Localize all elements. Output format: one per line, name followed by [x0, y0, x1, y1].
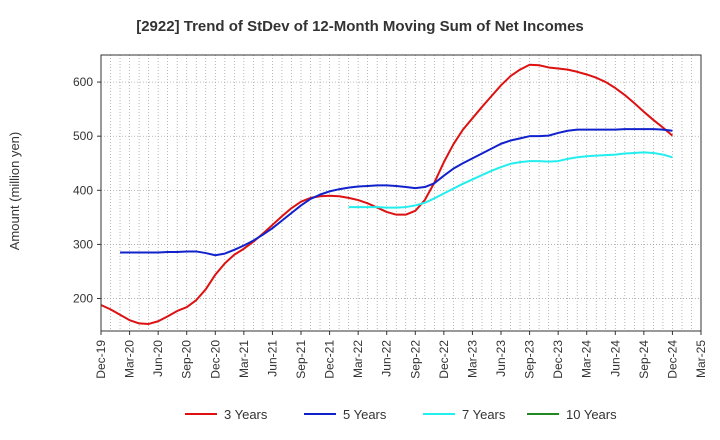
x-tick-label: Sep-22: [408, 340, 422, 379]
x-axis-ticks: Dec-19 Mar-20 Jun-20 Sep-20 Dec-20 Mar-21 Jun-…: [94, 331, 708, 379]
legend-label-4: 10 Years: [566, 407, 617, 422]
x-tick-label: Sep-21: [294, 340, 308, 379]
y-tick-label: 400: [73, 183, 93, 197]
x-tick-label: Mar-21: [237, 340, 251, 378]
y-tick-label: 500: [73, 129, 93, 143]
series-line-3: [348, 151, 673, 209]
legend-label-2: 5 Years: [343, 407, 387, 422]
series-lines: [100, 63, 674, 325]
x-tick-label: Mar-24: [580, 340, 594, 378]
x-tick-label: Dec-23: [551, 340, 565, 379]
x-tick-label: Mar-25: [694, 340, 708, 378]
chart-title: [2922] Trend of StDev of 12-Month Moving…: [136, 18, 584, 35]
x-tick-label: Dec-21: [323, 340, 337, 379]
x-tick-label: Jun-23: [494, 340, 508, 377]
y-tick-label: 600: [73, 75, 93, 89]
x-tick-label: Sep-23: [523, 340, 537, 379]
x-tick-label: Mar-23: [465, 340, 479, 378]
x-tick-label: Dec-22: [437, 340, 451, 379]
x-tick-label: Jun-24: [608, 340, 622, 377]
x-tick-label: Jun-21: [265, 340, 279, 377]
y-tick-label: 200: [73, 292, 93, 306]
series-line-2: [120, 128, 673, 257]
x-tick-label: Sep-24: [637, 340, 651, 379]
grid: [100, 55, 702, 331]
legend-label-1: 3 Years: [224, 407, 268, 422]
x-tick-label: Dec-19: [94, 340, 108, 379]
series-line-1: [100, 63, 674, 325]
y-axis-label: Amount (million yen): [7, 132, 22, 251]
legend-label-3: 7 Years: [462, 407, 506, 422]
y-tick-label: 300: [73, 237, 93, 251]
x-tick-label: Mar-20: [123, 340, 137, 378]
x-tick-label: Dec-20: [208, 340, 222, 379]
x-tick-label: Jun-20: [151, 340, 165, 377]
legend: 3 Years 5 Years 7 Years 10 Years: [185, 407, 617, 422]
y-axis-ticks: 200 300 400 500 600: [73, 75, 101, 306]
x-tick-label: Sep-20: [180, 340, 194, 379]
plot-frame: [100, 54, 702, 332]
x-tick-label: Mar-22: [351, 340, 365, 378]
x-tick-label: Dec-24: [665, 340, 679, 379]
x-tick-label: Jun-22: [380, 340, 394, 377]
